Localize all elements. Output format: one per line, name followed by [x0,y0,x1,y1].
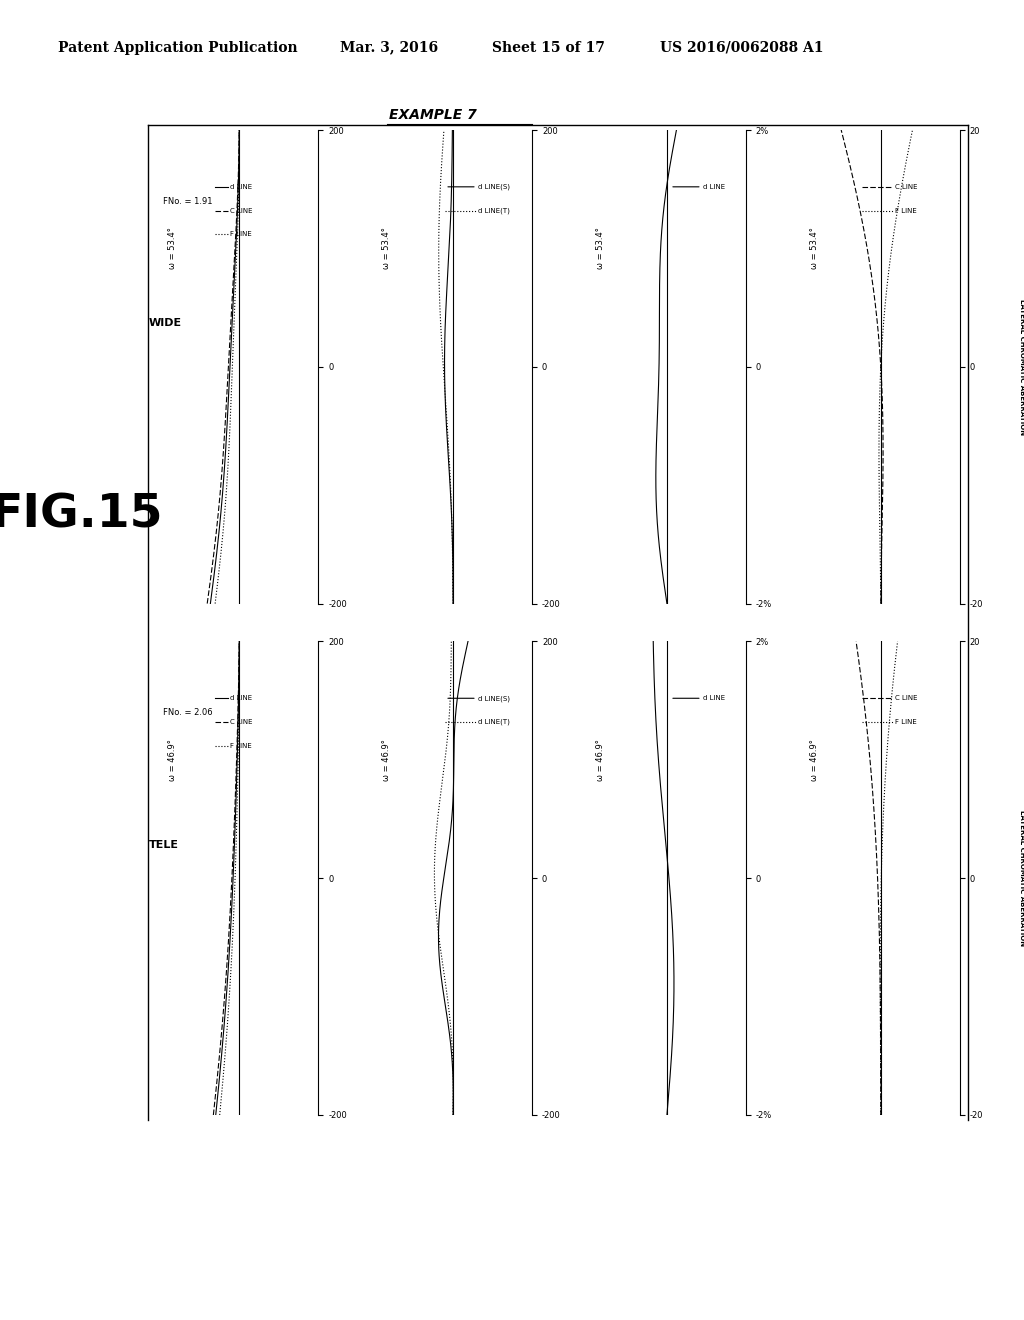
Text: Patent Application Publication: Patent Application Publication [58,41,298,54]
Text: ω = 53.4°: ω = 53.4° [596,227,604,269]
Text: d LINE(T): d LINE(T) [478,718,510,725]
Y-axis label: LATERAL CHROMATIC ABERRATION: LATERAL CHROMATIC ABERRATION [1019,810,1024,946]
Text: US 2016/0062088 A1: US 2016/0062088 A1 [660,41,824,54]
Text: WIDE: WIDE [148,318,181,329]
Text: F LINE: F LINE [895,207,916,214]
Text: ω = 46.9°: ω = 46.9° [810,739,818,780]
Text: ω = 46.9°: ω = 46.9° [382,739,391,780]
Text: FNo. = 1.91: FNo. = 1.91 [163,197,213,206]
Y-axis label: SPHERICAL ABERRATION: SPHERICAL ABERRATION [383,318,388,414]
Y-axis label: SPHERICAL ABERRATION: SPHERICAL ABERRATION [383,830,388,927]
Text: ω = 53.4°: ω = 53.4° [168,227,177,269]
Y-axis label: DISTORTION: DISTORTION [808,854,814,903]
Text: ω = 46.9°: ω = 46.9° [596,739,604,780]
Text: FNo. = 2.06: FNo. = 2.06 [163,708,213,717]
Text: Sheet 15 of 17: Sheet 15 of 17 [492,41,604,54]
Text: ω = 46.9°: ω = 46.9° [168,739,177,780]
Y-axis label: ASTIGMATISM: ASTIGMATISM [596,339,602,395]
Text: C LINE: C LINE [229,719,252,725]
Y-axis label: LATERAL CHROMATIC ABERRATION: LATERAL CHROMATIC ABERRATION [1019,298,1024,434]
Text: d LINE: d LINE [229,696,252,701]
Text: TELE: TELE [148,840,178,850]
Text: EXAMPLE 7: EXAMPLE 7 [389,108,477,121]
Text: C LINE: C LINE [229,207,252,214]
Y-axis label: DISTORTION: DISTORTION [808,342,814,391]
Text: C LINE: C LINE [895,183,918,190]
Text: d LINE(T): d LINE(T) [478,207,510,214]
Text: d LINE(S): d LINE(S) [478,696,510,701]
Text: d LINE: d LINE [703,696,725,701]
Text: ω = 53.4°: ω = 53.4° [810,227,818,269]
Y-axis label: ASTIGMATISM: ASTIGMATISM [596,851,602,906]
Text: F LINE: F LINE [229,743,252,748]
Text: d LINE(S): d LINE(S) [478,183,510,190]
Text: ω = 53.4°: ω = 53.4° [382,227,391,269]
Text: FIG.15: FIG.15 [0,492,163,537]
Text: F LINE: F LINE [229,231,252,238]
Text: Mar. 3, 2016: Mar. 3, 2016 [340,41,438,54]
Text: d LINE: d LINE [229,183,252,190]
Text: F LINE: F LINE [895,719,916,725]
Text: d LINE: d LINE [703,183,725,190]
Text: C LINE: C LINE [895,696,918,701]
